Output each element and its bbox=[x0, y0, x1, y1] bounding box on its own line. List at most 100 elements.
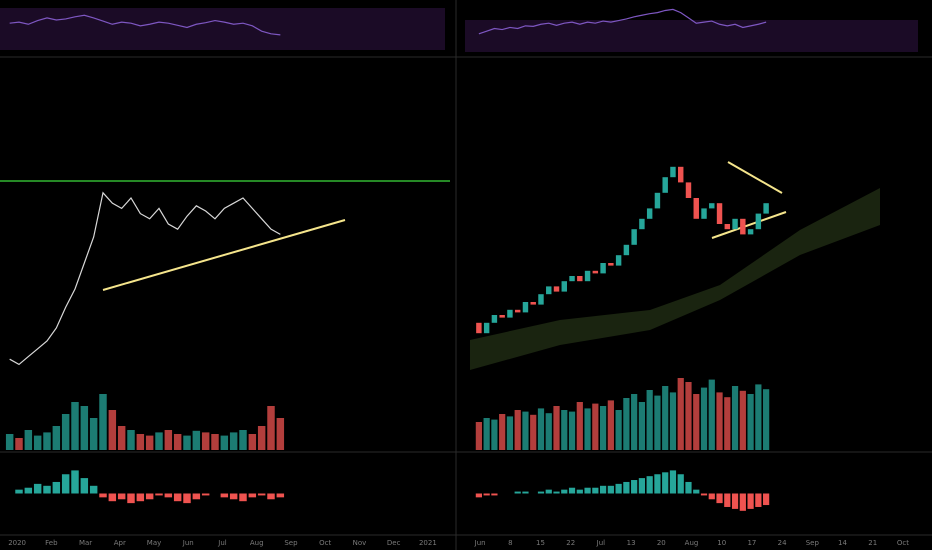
candle bbox=[507, 309, 513, 318]
volume-bar bbox=[145, 435, 154, 450]
x-tick-label: 20 bbox=[657, 539, 666, 547]
macd-bar bbox=[257, 493, 266, 496]
macd-bar bbox=[248, 493, 257, 498]
x-tick-label: 10 bbox=[717, 539, 726, 547]
volume-bar bbox=[183, 435, 191, 450]
volume-bar bbox=[646, 390, 653, 450]
candle bbox=[577, 276, 583, 282]
macd-bar bbox=[708, 493, 715, 500]
candle bbox=[584, 270, 591, 282]
volume-bar bbox=[173, 434, 182, 450]
macd-bar bbox=[117, 493, 126, 500]
candle bbox=[623, 244, 630, 256]
macd-bar bbox=[646, 476, 653, 494]
macd-bar bbox=[592, 487, 599, 494]
macd-bar bbox=[599, 485, 607, 494]
x-tick-label: 14 bbox=[838, 539, 847, 547]
volume-bar bbox=[522, 411, 529, 450]
volume-bar bbox=[716, 392, 723, 450]
volume-bar bbox=[731, 386, 739, 450]
candle bbox=[600, 263, 606, 274]
candle bbox=[476, 322, 482, 334]
candle bbox=[546, 286, 552, 295]
candle bbox=[685, 182, 692, 198]
volume-bar bbox=[483, 418, 490, 450]
macd-bar bbox=[514, 491, 521, 494]
volume-bar bbox=[708, 379, 715, 450]
candle bbox=[724, 224, 731, 230]
volume-bar bbox=[592, 403, 599, 450]
volume-bar bbox=[568, 411, 576, 450]
macd-bar bbox=[229, 493, 238, 500]
x-tick-label: Oct bbox=[319, 539, 331, 547]
macd-bar bbox=[607, 485, 614, 494]
candle bbox=[693, 198, 699, 219]
price-line bbox=[9, 191, 281, 366]
volume-bar bbox=[155, 432, 163, 450]
macd-bar bbox=[164, 493, 173, 498]
candle bbox=[716, 203, 723, 224]
volume-bar bbox=[553, 406, 560, 450]
x-tick-label: Dec bbox=[387, 539, 401, 547]
volume-bar bbox=[677, 378, 684, 450]
macd-bar bbox=[739, 493, 746, 511]
macd-bar bbox=[33, 483, 42, 494]
macd-bar bbox=[763, 493, 770, 506]
volume-bar bbox=[248, 434, 257, 450]
volume-bar bbox=[685, 382, 692, 450]
volume-bar bbox=[654, 395, 661, 450]
x-tick-label: Apr bbox=[114, 539, 126, 547]
candle bbox=[483, 322, 490, 334]
macd-bar bbox=[755, 493, 762, 507]
macd-bar bbox=[716, 493, 723, 504]
volume-bar bbox=[623, 398, 630, 450]
candle bbox=[646, 208, 653, 219]
x-tick-label: 24 bbox=[778, 539, 787, 547]
macd-bar bbox=[669, 470, 677, 494]
x-tick-label: Oct bbox=[897, 539, 909, 547]
macd-bar bbox=[483, 493, 490, 496]
candle bbox=[701, 208, 707, 219]
macd-bar bbox=[491, 493, 498, 496]
volume-bar bbox=[607, 400, 614, 450]
volume-bar bbox=[211, 434, 219, 450]
macd-bar bbox=[747, 493, 754, 509]
x-tick-label: May bbox=[147, 539, 161, 547]
macd-bar bbox=[239, 493, 247, 502]
macd-bar bbox=[201, 493, 210, 496]
volume-bar bbox=[108, 410, 117, 450]
candle bbox=[538, 294, 544, 305]
macd-bar bbox=[43, 485, 51, 494]
volume-bar bbox=[220, 435, 229, 450]
x-tick-label: 15 bbox=[536, 539, 545, 547]
volume-bar bbox=[747, 394, 754, 450]
volume-bar bbox=[267, 406, 275, 450]
candle bbox=[592, 270, 599, 274]
x-tick-label: Aug bbox=[250, 539, 264, 547]
macd-bar bbox=[561, 489, 568, 494]
x-tick-label: 8 bbox=[508, 539, 512, 547]
macd-bar bbox=[724, 493, 731, 507]
volume-bar bbox=[89, 418, 98, 450]
rsi-band bbox=[465, 20, 918, 52]
volume-bar bbox=[599, 406, 607, 450]
macd-bar bbox=[662, 472, 669, 494]
macd-bar bbox=[631, 480, 638, 494]
trend-line bbox=[102, 219, 346, 291]
volume-bar bbox=[700, 387, 708, 450]
volume-bar bbox=[99, 394, 107, 450]
macd-bar bbox=[276, 493, 285, 498]
volume-bar bbox=[80, 406, 89, 450]
candle bbox=[670, 166, 676, 178]
candle bbox=[491, 315, 498, 323]
candle bbox=[561, 281, 567, 292]
candle bbox=[654, 192, 661, 209]
macd-bar bbox=[108, 493, 117, 502]
candle bbox=[678, 166, 684, 183]
candle bbox=[639, 218, 645, 230]
macd-bar bbox=[545, 489, 552, 494]
volume-bar bbox=[763, 389, 770, 450]
volume-bar bbox=[724, 397, 731, 450]
macd-bar bbox=[623, 481, 630, 494]
